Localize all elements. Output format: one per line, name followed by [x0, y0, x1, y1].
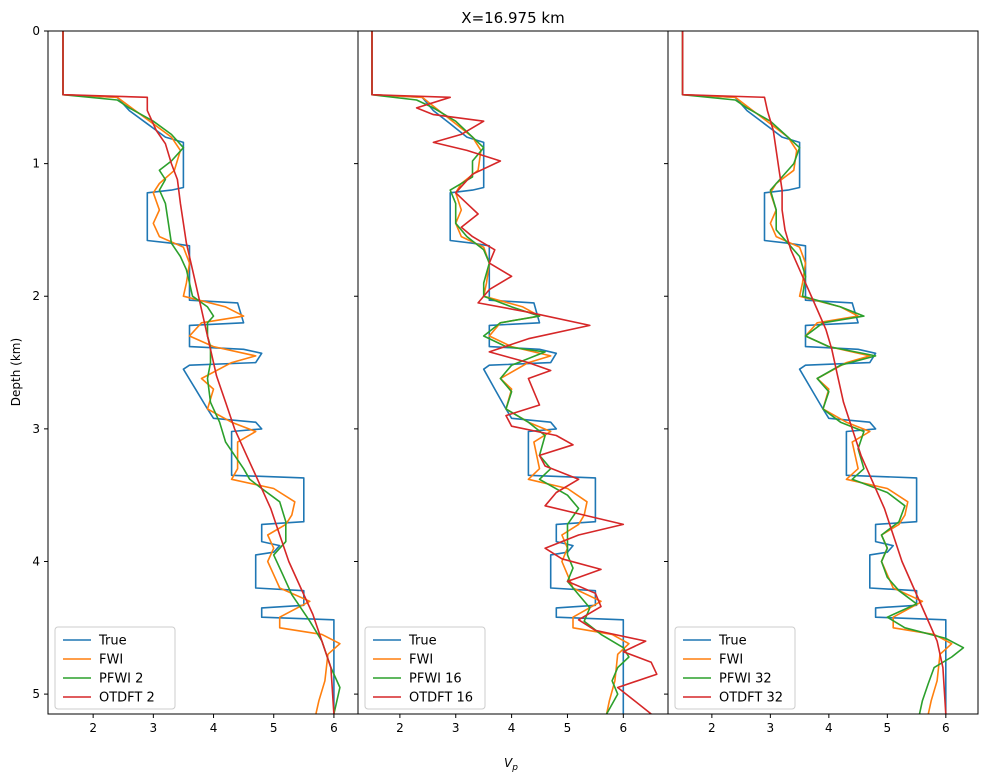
x-tick-label: 3	[767, 721, 775, 735]
x-tick-label: 5	[884, 721, 892, 735]
legend-entry: OTDFT 2	[99, 691, 155, 706]
series-line-otdft	[371, 31, 658, 714]
legend-entry: FWI	[99, 653, 123, 668]
legend-entry: FWI	[719, 653, 743, 668]
legend-entry: True	[408, 634, 437, 649]
series-line-otdft	[62, 31, 335, 714]
series-line-true	[62, 31, 335, 714]
x-tick-label: 2	[396, 721, 404, 735]
x-tick-label: 6	[942, 721, 950, 735]
y-tick-label: 0	[32, 24, 40, 38]
series-group	[62, 31, 341, 714]
x-axis-label: Vp	[504, 756, 518, 773]
panel-3: 2 3 4 5 6 True FWI PFWI 32 OTDFT 32	[664, 30, 979, 735]
legend-entry: PFWI 2	[99, 672, 143, 687]
series-line-pfwi	[62, 31, 341, 714]
panel-2: 2 3 4 5 6 True FWI PFWI 16 OTDFT 16	[354, 30, 669, 735]
legend: True FWI PFWI 16 OTDFT 16	[364, 626, 486, 710]
x-tick-label: 4	[210, 721, 218, 735]
figure-title: X=16.975 km	[461, 9, 564, 27]
legend-box	[674, 626, 796, 710]
x-tick-label: 6	[330, 721, 338, 735]
y-tick-label: 3	[32, 422, 40, 436]
series-line-pfwi	[681, 31, 965, 714]
x-tick-label: 4	[508, 721, 516, 735]
legend: True FWI PFWI 32 OTDFT 32	[674, 626, 796, 710]
series-line-fwi	[62, 31, 341, 714]
series-line-fwi	[371, 31, 630, 714]
plot-frame	[667, 30, 979, 715]
panels: 2 3 4 5 6 0 1 2 3 4 5 True FWI PFWI 2 OTDFT 2 2 3 4 5 6 True…	[32, 24, 979, 735]
series-line-fwi	[681, 31, 953, 714]
y-tick-label: 1	[32, 157, 40, 171]
series-line-pfwi	[371, 31, 630, 714]
legend-box	[54, 626, 176, 710]
x-tick-label: 2	[89, 721, 97, 735]
legend-entry: True	[718, 634, 747, 649]
legend-entry: PFWI 16	[409, 672, 462, 687]
panel-1: 2 3 4 5 6 0 1 2 3 4 5 True FWI PFWI 2 OTDFT 2	[32, 24, 359, 735]
x-tick-label: 5	[564, 721, 572, 735]
legend-entry: FWI	[409, 653, 433, 668]
y-tick-label: 4	[32, 554, 40, 568]
legend-entry: OTDFT 16	[409, 691, 473, 706]
legend: True FWI PFWI 2 OTDFT 2	[54, 626, 176, 710]
series-line-true	[371, 31, 625, 714]
series-line-otdft	[681, 31, 947, 714]
y-tick-label: 5	[32, 687, 40, 701]
legend-entry: PFWI 32	[719, 672, 772, 687]
series-group	[681, 31, 965, 714]
y-tick-label: 2	[32, 289, 40, 303]
legend-box	[364, 626, 486, 710]
x-tick-label: 3	[452, 721, 460, 735]
legend-entry: OTDFT 32	[719, 691, 783, 706]
legend-entry: True	[98, 634, 127, 649]
y-axis-label: Depth (km)	[9, 338, 23, 406]
x-tick-label: 4	[825, 721, 833, 735]
series-line-true	[681, 31, 947, 714]
series-group	[371, 31, 658, 714]
x-tick-label: 2	[708, 721, 716, 735]
x-tick-label: 3	[150, 721, 158, 735]
plot-frame	[357, 30, 669, 715]
x-tick-label: 5	[270, 721, 278, 735]
x-tick-label: 6	[619, 721, 627, 735]
